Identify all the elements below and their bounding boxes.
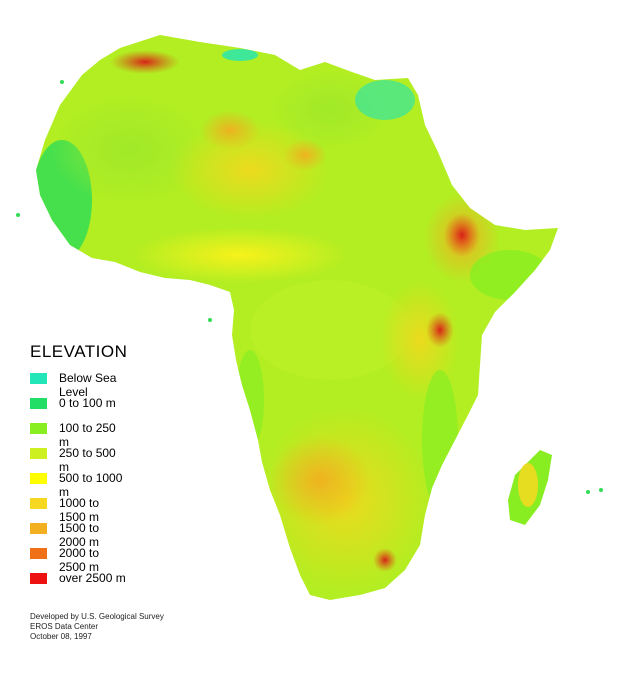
credit-line-2: EROS Data Center <box>30 622 99 631</box>
legend-items: Below Sea Level 0 to 100 m 100 to 250 m 250… <box>30 371 127 597</box>
legend-label: 250 to 500 m <box>59 446 116 474</box>
legend-item: 2000 to 2500 m <box>30 546 127 574</box>
legend-label: 500 to 1000 m <box>59 471 123 499</box>
sahara-west-green <box>50 95 210 205</box>
legend-label: 1500 to 2000 m <box>59 521 100 549</box>
atlas-mountains <box>110 50 180 74</box>
ahaggar-highland <box>200 110 260 150</box>
tibesti-highland <box>283 139 327 171</box>
legend-title: ELEVATION <box>30 342 128 361</box>
legend-swatch <box>30 448 47 459</box>
congo-basin <box>250 280 410 380</box>
legend-item: 500 to 1000 m <box>30 471 127 499</box>
legend-swatch <box>30 373 47 384</box>
island <box>599 488 603 492</box>
legend-label: 2000 to 2500 m <box>59 546 100 574</box>
madagascar-highland <box>518 463 538 507</box>
island <box>60 80 64 84</box>
legend-swatch <box>30 398 47 409</box>
legend-swatch <box>30 423 47 434</box>
credit-line-1: Developed by U.S. Geological Survey <box>30 612 164 621</box>
nile-valley <box>355 80 415 120</box>
credit-line-3: October 08, 1997 <box>30 632 92 641</box>
legend-swatch <box>30 498 47 509</box>
ethiopian-peaks <box>444 213 480 257</box>
legend-label: 1000 to 1500 m <box>59 496 100 524</box>
legend-item: 0 to 100 m <box>30 396 127 422</box>
legend-label: over 2500 m <box>59 571 126 585</box>
legend-swatch <box>30 573 47 584</box>
legend-item: Below Sea Level <box>30 371 127 399</box>
island <box>16 213 20 217</box>
sahel-yellow <box>130 227 350 283</box>
credits: Developed by U.S. Geological Survey EROS… <box>30 612 164 642</box>
legend-label: Below Sea Level <box>59 371 117 399</box>
legend-label: 100 to 250 m <box>59 421 116 449</box>
legend-label: 0 to 100 m <box>59 396 116 410</box>
qattara-depression <box>222 49 258 61</box>
island <box>208 318 212 322</box>
angola-coast <box>236 350 264 450</box>
legend-swatch <box>30 548 47 559</box>
kilimanjaro-area <box>426 312 454 348</box>
east-coast-lowland <box>422 370 458 510</box>
drakensberg-peaks <box>373 548 397 572</box>
legend-item: 1500 to 2000 m <box>30 521 127 549</box>
legend-swatch <box>30 523 47 534</box>
legend-item: 1000 to 1500 m <box>30 496 127 524</box>
island <box>586 490 590 494</box>
legend-item: over 2500 m <box>30 571 127 597</box>
horn-lowland <box>470 250 550 300</box>
legend-item: 100 to 250 m <box>30 421 127 449</box>
elevation-legend: ELEVATION Below Sea Level 0 to 100 m 100 t… <box>30 342 127 597</box>
kalahari-highland <box>270 435 370 525</box>
legend-swatch <box>30 473 47 484</box>
legend-item: 250 to 500 m <box>30 446 127 474</box>
